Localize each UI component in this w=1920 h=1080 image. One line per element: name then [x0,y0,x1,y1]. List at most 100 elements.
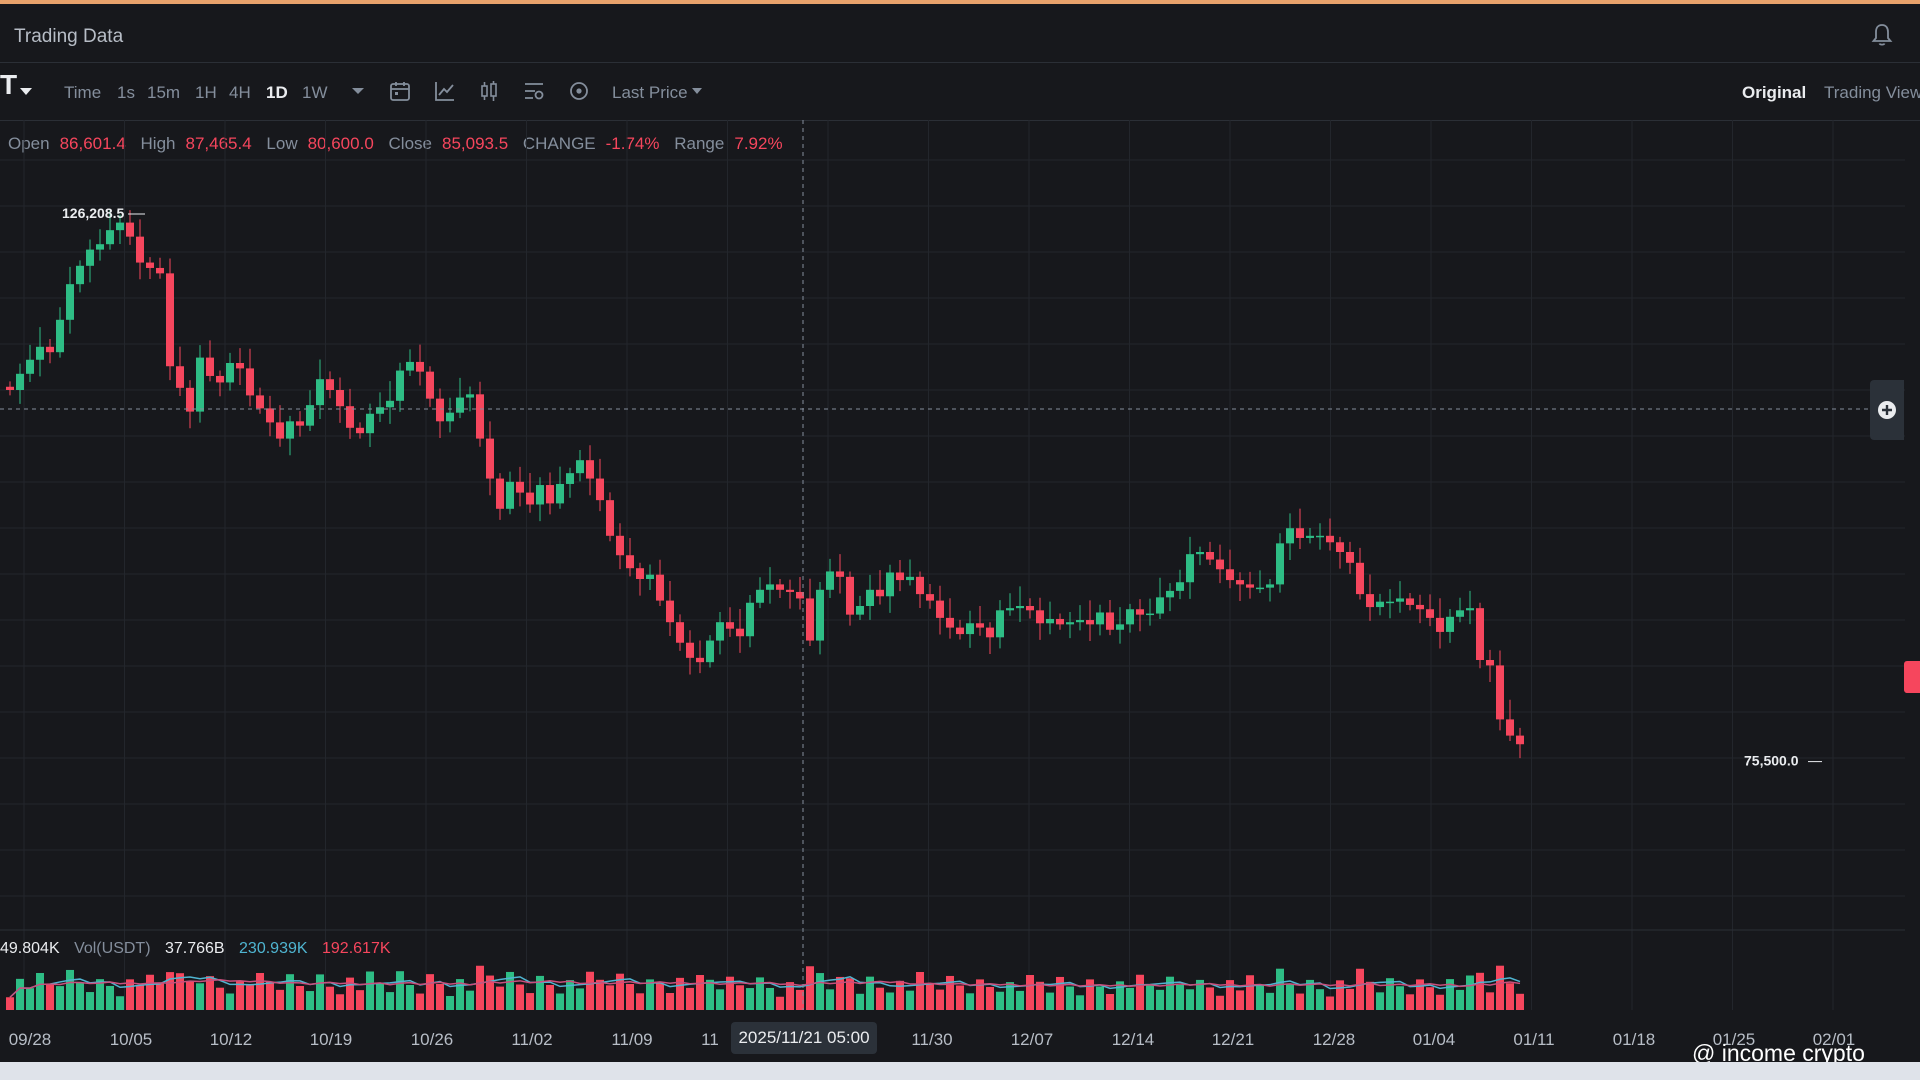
candle-type-icon[interactable] [477,79,501,103]
candlestick-chart[interactable]: 126,208.5 75,500.0 09/28 10/05 10/12 10/19 10/… [0,120,1920,1060]
x-axis-label: 10/12 [210,1030,253,1049]
candle-body [416,361,424,372]
candle-body [136,236,144,263]
volume-bar [736,985,744,1010]
timeframe-4h[interactable]: 4H [229,83,251,102]
open-label: Open [8,134,50,153]
candle-body [1356,562,1364,595]
x-axis-label: 11 [701,1030,719,1049]
price-type-chevron-icon[interactable] [692,88,702,94]
candle-body [706,640,714,663]
volume-bar [856,993,864,1010]
candle-body [796,591,804,599]
volume-bar [886,992,894,1010]
candle-body [1416,604,1424,610]
candle-body [676,622,684,643]
volume-usdt-value: 37.766B [164,940,225,957]
volume-bar [756,977,764,1010]
candle-body [776,584,784,590]
watermark-text: @ income crypto [1692,1040,1865,1066]
candle-body [466,394,474,398]
candle-body [936,600,944,618]
chevron-down-icon[interactable] [20,88,32,95]
candle-body [586,460,594,479]
x-axis-label: 01/25 [1713,1030,1756,1049]
volume-bar [456,979,464,1010]
view-trading-view-tab[interactable]: Trading View [1824,83,1920,102]
candle-body [336,390,344,407]
calendar-icon[interactable] [388,79,412,103]
volume-bar [16,978,24,1010]
view-original-tab[interactable]: Original [1742,83,1807,102]
volume-bar [896,980,904,1010]
candle-body [1106,612,1114,630]
volume-bar [46,983,54,1010]
candle-body [546,485,554,504]
volume-bar [166,972,174,1010]
volume-bar [566,980,574,1010]
open-value: 86,601.4 [59,134,126,153]
timeframe-1s[interactable]: 1s [117,83,135,102]
x-axis-label: 11/02 [511,1030,552,1049]
volume-bar [826,989,834,1010]
volume-bar [846,978,854,1010]
candle-body [1466,608,1474,611]
candle-body [1326,535,1334,543]
candle-body [846,576,854,615]
candle-body [156,267,164,274]
candle-body [346,406,354,428]
candle-body [686,642,694,658]
volume-bar [486,975,494,1010]
candle-body [1216,559,1224,570]
ohlc-legend: Open 86,601.4 High 87,465.4 Low 80,600.0 Cl… [8,134,793,154]
volume-bar [596,979,604,1010]
candle-body [1196,552,1204,555]
candle-body [1306,535,1314,538]
candle-body [496,478,504,509]
indicator-line-icon[interactable] [433,79,457,103]
candle-body [716,622,724,641]
volume-bar [56,986,64,1010]
volume-bar [216,987,224,1010]
symbol-selector[interactable]: T [0,69,18,100]
volume-bar [496,986,504,1010]
volume-bar [246,985,254,1010]
candle-body [1146,613,1154,616]
x-axis-label: 12/28 [1313,1030,1356,1049]
timeframe-1w[interactable]: 1W [302,83,328,102]
timeframe-15m[interactable]: 15m [147,83,181,102]
bell-icon[interactable] [1870,22,1894,48]
volume-bar [136,985,144,1010]
volume-bar [516,984,524,1010]
chart-settings-icon[interactable] [522,79,546,103]
volume-ma2-value: 192.617K [322,940,391,957]
candle-body [696,657,704,663]
volume-bar [86,992,94,1010]
price-type-select[interactable]: Last Price [612,83,688,102]
volume-bar [1196,979,1204,1010]
add-alert-button[interactable] [1870,380,1904,440]
candle-body [506,481,514,509]
volume-bar [1396,986,1404,1010]
x-axis-label: 10/26 [411,1030,454,1049]
candle-body [866,589,874,606]
candle-body [666,600,674,623]
x-axis-label: 01/11 [1513,1030,1554,1049]
volume-bar [1496,965,1504,1010]
candle-body [6,386,14,390]
candle-body [176,366,184,388]
candle-body [66,284,74,320]
more-timeframes-chevron-icon[interactable] [346,79,370,103]
volume-bar [1186,989,1194,1010]
target-icon[interactable] [567,79,591,103]
candle-body [1066,622,1074,625]
timeframe-1h[interactable]: 1H [195,83,217,102]
volume-bar [816,973,824,1010]
volume-bar [1106,994,1114,1010]
candle-body [1456,610,1464,617]
timeframe-time[interactable]: Time [64,83,102,102]
candle-body [646,574,654,579]
candle-body [1186,554,1194,583]
candle-body [996,610,1004,638]
timeframe-1d[interactable]: 1D [266,83,288,102]
